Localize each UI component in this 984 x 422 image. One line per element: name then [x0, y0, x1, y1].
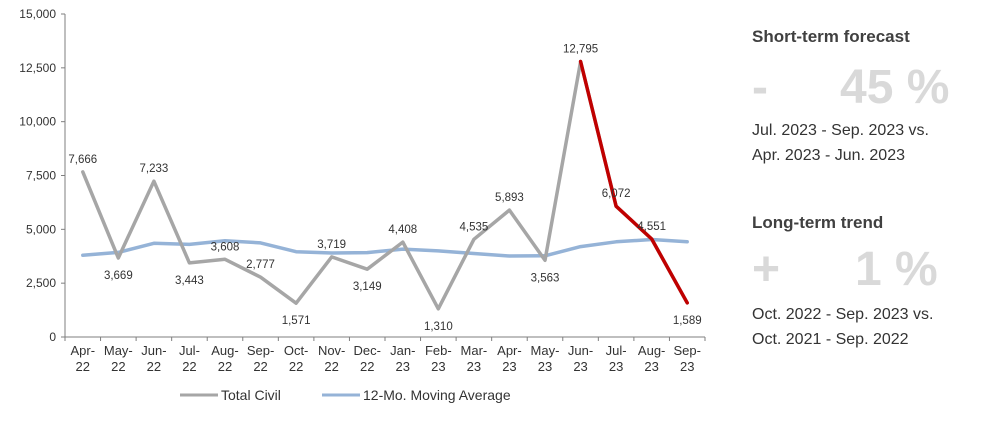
x-tick-label-month: Apr-: [70, 343, 95, 358]
x-tick-label-month: Dec-: [353, 343, 380, 358]
x-tick-label-month: Jun-: [568, 343, 593, 358]
short-term-period: Jul. 2023 - Sep. 2023 vs. Apr. 2023 - Ju…: [752, 118, 982, 168]
x-tick-label-month: May-: [104, 343, 133, 358]
data-label: 3,719: [317, 239, 346, 251]
data-label: 6,072: [602, 188, 631, 200]
x-tick-label-month: Jan-: [390, 343, 415, 358]
x-tick-label-year: 23: [502, 359, 516, 374]
data-label: 2,777: [246, 259, 275, 271]
x-axis: Apr-22May-22Jun-22Jul-22Aug-22Sep-22Oct-…: [64, 336, 706, 374]
x-tick-label-year: 22: [147, 359, 161, 374]
data-label: 3,563: [531, 272, 560, 284]
x-tick-label-year: 23: [644, 359, 658, 374]
data-label: 1,310: [424, 321, 453, 333]
y-tick-label: 0: [49, 330, 56, 344]
series-layer: [81, 59, 689, 311]
y-tick-label: 5,000: [26, 222, 56, 236]
data-label: 1,589: [673, 315, 702, 327]
y-tick-label: 15,000: [19, 7, 56, 21]
x-tick-label-month: Nov-: [318, 343, 345, 358]
x-tick-label-month: Jul-: [179, 343, 200, 358]
x-tick-label-month: Sep-: [247, 343, 274, 358]
y-tick-label: 10,000: [19, 115, 56, 129]
data-label: 3,149: [353, 281, 382, 293]
series-line-forecast: [578, 59, 689, 305]
legend-label-total-civil: Total Civil: [221, 387, 281, 403]
short-term-sign: -: [752, 61, 768, 114]
x-tick-label-month: Oct-: [284, 343, 309, 358]
data-label: 1,571: [282, 315, 311, 327]
x-tick-label-year: 22: [76, 359, 90, 374]
data-label: 5,893: [495, 192, 524, 204]
y-tick-label: 7,500: [26, 169, 56, 183]
data-label: 3,669: [104, 270, 133, 282]
x-tick-label-month: Mar-: [461, 343, 488, 358]
long-term-period: Oct. 2022 - Sep. 2023 vs. Oct. 2021 - Se…: [752, 302, 982, 352]
y-tick-label: 2,500: [26, 276, 56, 290]
x-tick-label-month: Aug-: [638, 343, 665, 358]
series-line-total-civil: [81, 59, 689, 311]
long-term-period-previous: Oct. 2021 - Sep. 2022: [752, 331, 909, 348]
x-tick-label-year: 22: [111, 359, 125, 374]
legend-label-moving-average: 12-Mo. Moving Average: [363, 387, 511, 403]
short-term-title: Short-term forecast: [752, 27, 910, 46]
x-tick-label-year: 22: [253, 359, 267, 374]
series-line-12-mo-moving-average: [81, 237, 689, 258]
data-label: 4,408: [388, 224, 417, 236]
data-labels: 7,666 3,669 7,233 3,443 3,608 2,777 1,571 3,719…: [68, 43, 701, 332]
x-tick-label-month: Apr-: [497, 343, 522, 358]
x-tick-label-month: Aug-: [211, 343, 238, 358]
x-tick-label-year: 22: [182, 359, 196, 374]
x-tick-label-month: Jul-: [606, 343, 627, 358]
data-label: 4,551: [637, 221, 666, 233]
x-tick-label-year: 23: [467, 359, 481, 374]
data-label: 12,795: [563, 43, 598, 55]
x-tick-label-year: 22: [360, 359, 374, 374]
legend: Total Civil 12-Mo. Moving Average: [180, 387, 511, 403]
data-label: 7,233: [139, 163, 168, 175]
long-term-sign: +: [752, 243, 781, 296]
x-tick-label-year: 22: [289, 359, 303, 374]
x-tick-label-year: 23: [573, 359, 587, 374]
long-term-title: Long-term trend: [752, 213, 884, 232]
data-label: 4,535: [459, 221, 488, 233]
data-label: 3,608: [211, 241, 240, 253]
data-label: 3,443: [175, 275, 204, 287]
x-tick-label-year: 22: [218, 359, 232, 374]
x-tick-label-month: Jun-: [141, 343, 166, 358]
x-tick-label-year: 23: [396, 359, 410, 374]
x-tick-label-month: Sep-: [673, 343, 700, 358]
short-term-value: 45 %: [840, 61, 950, 114]
short-term-period-previous: Apr. 2023 - Jun. 2023: [752, 147, 905, 164]
x-tick-label-month: Feb-: [425, 343, 452, 358]
y-axis: 0 2,500 5,000 7,500 10,000 12,500 15,000: [19, 7, 66, 344]
x-tick-label-month: May-: [531, 343, 560, 358]
long-term-value: 1 %: [855, 243, 938, 296]
data-label: 7,666: [68, 154, 97, 166]
x-tick-label-year: 22: [324, 359, 338, 374]
y-tick-label: 12,500: [19, 61, 56, 75]
x-tick-label-year: 23: [609, 359, 623, 374]
long-term-period-current: Oct. 2022 - Sep. 2023 vs.: [752, 306, 934, 323]
short-term-period-current: Jul. 2023 - Sep. 2023 vs.: [752, 122, 929, 139]
x-tick-label-year: 23: [680, 359, 694, 374]
x-tick-label-year: 23: [538, 359, 552, 374]
x-tick-label-year: 23: [431, 359, 445, 374]
